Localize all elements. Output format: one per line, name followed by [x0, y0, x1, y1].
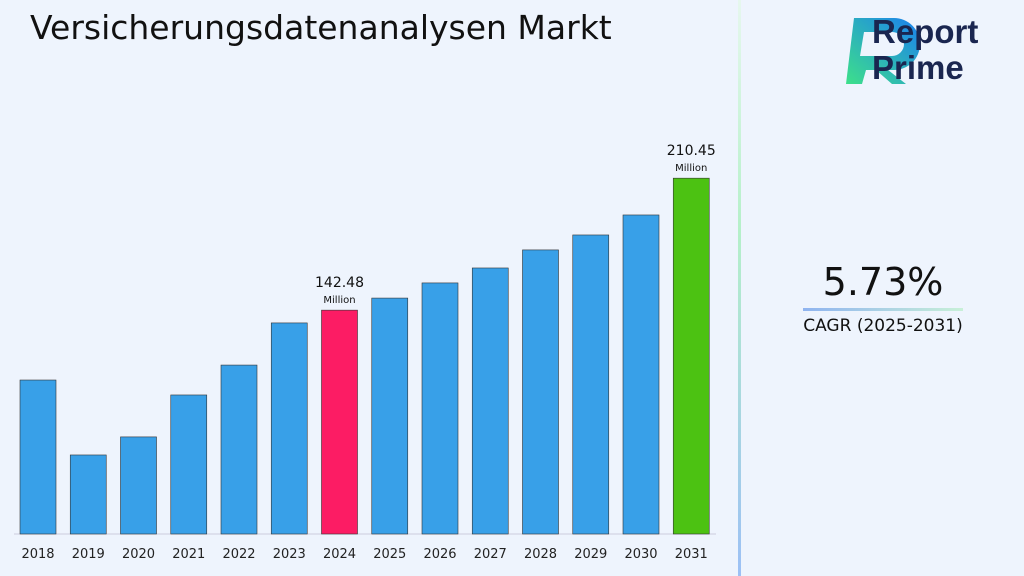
bar-2020	[120, 436, 157, 535]
data-label-value: 210.45	[667, 143, 716, 159]
bar-2021	[170, 394, 208, 535]
bar-2023	[270, 322, 308, 535]
brand-line2: Prime	[872, 49, 964, 86]
x-tick-label: 2021	[172, 547, 205, 562]
x-tick-label: 2022	[222, 547, 255, 562]
x-tick-label: 2027	[474, 547, 507, 562]
cagr-underline	[803, 308, 963, 311]
x-tick-label: 2018	[21, 547, 54, 562]
x-tick-label: 2023	[273, 547, 306, 562]
x-tick-label: 2029	[574, 547, 607, 562]
data-label-value: 142.48	[315, 275, 364, 291]
x-tick-label: 2025	[373, 547, 406, 562]
x-tick-label: 2020	[122, 547, 155, 562]
cagr-value: 5.73%	[822, 260, 944, 304]
x-tick-label: 2026	[423, 547, 456, 562]
cagr-label: CAGR (2025-2031)	[803, 316, 963, 336]
divider	[738, 0, 741, 576]
data-label-unit: Million	[675, 163, 707, 174]
bar-chart: 2018 2019 2020 2021 2022 2023 2024 142.48 Millio…	[14, 143, 716, 562]
bar-2018	[19, 379, 57, 535]
bar-2030	[622, 214, 660, 535]
bar-2027	[471, 267, 509, 535]
x-tick-label: 2031	[675, 547, 708, 562]
x-tick-label: 2019	[72, 547, 105, 562]
bar-2026	[421, 282, 459, 535]
x-tick-label: 2030	[624, 547, 657, 562]
brand-line1: Report	[872, 13, 979, 50]
bar-2031	[672, 177, 710, 535]
data-label-unit: Million	[323, 295, 355, 306]
x-tick-label: 2024	[323, 547, 356, 562]
report-prime-logo-icon	[846, 18, 920, 84]
bar-2024	[321, 309, 358, 535]
x-tick-label: 2028	[524, 547, 557, 562]
bar-2022	[220, 364, 258, 535]
chart-title: Versicherungsdatenanalysen Markt	[30, 8, 612, 47]
bar-2028	[522, 249, 559, 535]
bar-2025	[371, 297, 409, 535]
bar-2019	[69, 454, 107, 535]
bar-2029	[572, 234, 610, 535]
brand-name: Report Prime	[872, 14, 978, 86]
